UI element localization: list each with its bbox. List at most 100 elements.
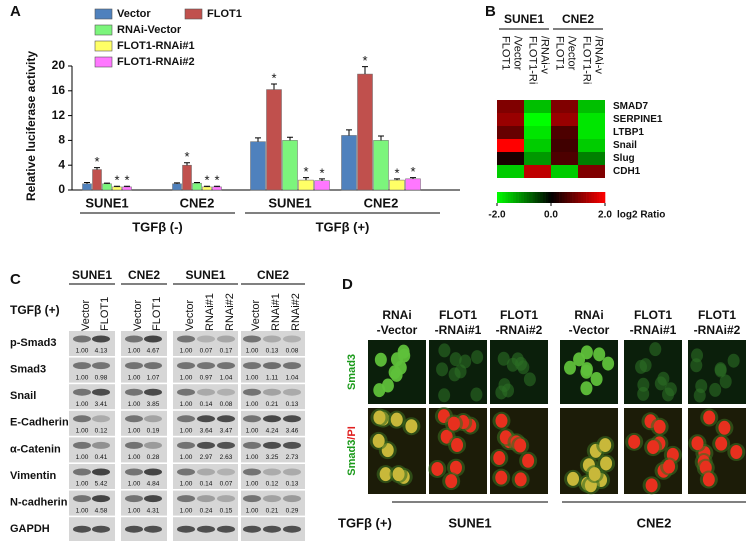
blot-background <box>173 490 238 516</box>
band-quantification: 1.00 <box>76 401 89 408</box>
nucleus <box>691 436 704 451</box>
nucleus <box>599 438 612 453</box>
row-label: SERPINE1 <box>613 114 663 125</box>
band-quantification: 1.00 <box>128 507 141 514</box>
protein-label: GAPDH <box>10 523 50 535</box>
cell-line-label: SUNE1 <box>448 515 491 530</box>
lane-label: FLOT1 <box>151 297 163 331</box>
heatmap-cell <box>578 113 605 126</box>
colorbar-step <box>556 192 560 203</box>
error-bar <box>94 167 100 170</box>
heatmap-cell <box>551 165 578 178</box>
error-bar <box>303 177 309 181</box>
band-quantification: 0.14 <box>200 401 213 408</box>
bar <box>314 180 330 191</box>
column-label: /RNAi-v <box>593 36 605 74</box>
row-label: SMAD7 <box>613 101 648 112</box>
blot-background <box>69 490 115 516</box>
band-quantification: 0.21 <box>266 401 279 408</box>
heatmap-cell <box>524 165 551 178</box>
nucleus <box>709 382 722 397</box>
band-quantification: 1.04 <box>220 374 233 381</box>
colorbar-step <box>537 192 541 203</box>
blot-band <box>125 415 143 423</box>
cell-line-label: CNE2 <box>637 515 672 530</box>
colorbar-step <box>524 192 527 203</box>
nucleus <box>390 412 403 427</box>
blot-background <box>69 464 115 489</box>
blot-band <box>283 362 301 370</box>
colorbar-step <box>594 192 598 203</box>
nucleus <box>381 378 394 393</box>
blot-background <box>121 410 167 436</box>
error-bar <box>114 185 120 187</box>
y-tick-label: 20 <box>52 58 66 72</box>
column-header: -RNAi#2 <box>496 323 543 337</box>
blot-band <box>73 415 91 423</box>
nucleus <box>637 386 650 401</box>
band-quantification: 0.08 <box>220 401 233 408</box>
blot-band <box>177 441 195 449</box>
bar <box>298 179 314 191</box>
panel-label: A <box>10 3 21 20</box>
heatmap-cell <box>578 165 605 178</box>
column-label: /Vector <box>566 36 578 71</box>
blot-background <box>121 464 167 489</box>
band-quantification: 0.14 <box>200 481 213 488</box>
blot-band <box>144 525 162 533</box>
group-label: TGFβ (+) <box>316 219 370 234</box>
column-header: RNAi <box>382 308 411 322</box>
blot-band <box>283 335 301 343</box>
nucleus <box>649 342 662 357</box>
blot-band <box>73 495 91 503</box>
blot-band <box>144 362 162 370</box>
protein-label: N-cadherin <box>10 497 68 509</box>
protein-label: E-Cadherin <box>10 417 69 429</box>
band-quantification: 0.19 <box>147 428 160 435</box>
column-group-label: CNE2 <box>562 12 594 26</box>
significance-mark: * <box>271 70 276 85</box>
significance-mark: * <box>94 154 99 169</box>
significance-mark: * <box>319 165 324 180</box>
band-quantification: 0.07 <box>200 348 213 355</box>
band-quantification: 1.00 <box>76 507 89 514</box>
cell-line-label: SUNE1 <box>72 268 112 282</box>
error-bar <box>104 182 110 184</box>
band-quantification: 1.00 <box>180 481 193 488</box>
condition-label: TGFβ (+) <box>338 515 392 530</box>
blot-band <box>92 495 110 503</box>
legend-label: RNAi-Vector <box>117 24 182 36</box>
colorbar-step <box>575 192 579 203</box>
legend-swatch <box>94 40 113 52</box>
blot-band <box>144 415 162 423</box>
blot-band <box>217 388 235 396</box>
band-quantification: 1.00 <box>246 374 259 381</box>
band-quantification: 3.46 <box>286 428 299 435</box>
colorbar-step <box>548 192 552 203</box>
blot-band <box>73 525 91 533</box>
band-quantification: 0.41 <box>95 454 108 461</box>
blot-background <box>173 384 238 410</box>
colorbar-step <box>569 192 573 203</box>
colorbar-step <box>553 192 557 203</box>
blot-band <box>197 525 215 533</box>
blot-band <box>263 441 281 449</box>
blot-band <box>197 388 215 396</box>
nucleus <box>514 472 527 487</box>
lane-label: RNAi#1 <box>270 293 282 331</box>
band-quantification: 2.63 <box>220 454 233 461</box>
lane-label: Vector <box>80 299 92 331</box>
heatmap-cell <box>524 139 551 152</box>
blot-background <box>241 437 305 463</box>
nucleus <box>663 459 676 474</box>
band-quantification: 0.08 <box>286 348 299 355</box>
blot-band <box>197 335 215 343</box>
error-bar <box>378 135 384 141</box>
heatmap-cell <box>497 165 524 178</box>
legend-swatch <box>94 56 113 68</box>
blot-band <box>217 335 235 343</box>
blot-band <box>283 525 301 533</box>
bar <box>250 141 266 191</box>
heatmap-cell <box>524 100 551 113</box>
blot-background <box>173 331 238 356</box>
